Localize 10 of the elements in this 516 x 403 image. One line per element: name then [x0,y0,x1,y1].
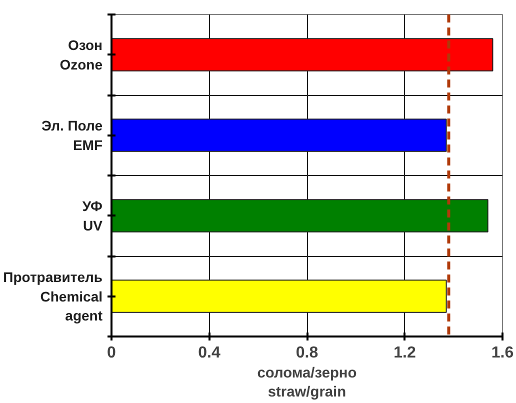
x-tick-label: 0.4 [198,344,220,362]
y-tick-label: Протравитель Chemical agent [3,269,103,324]
x-axis-title: солома/зерно straw/grain [257,366,357,401]
y-tick-label: Озон Ozone [60,37,103,72]
x-tick-label: 0 [107,344,116,362]
y-tick-label: УФ UV [82,198,104,234]
x-tick-label: 1.2 [394,344,416,362]
x-tick-label: 1.6 [491,344,514,362]
y-tick-label: Эл. Поле EMF [41,118,103,153]
x-tick-label: 0.8 [296,344,318,362]
